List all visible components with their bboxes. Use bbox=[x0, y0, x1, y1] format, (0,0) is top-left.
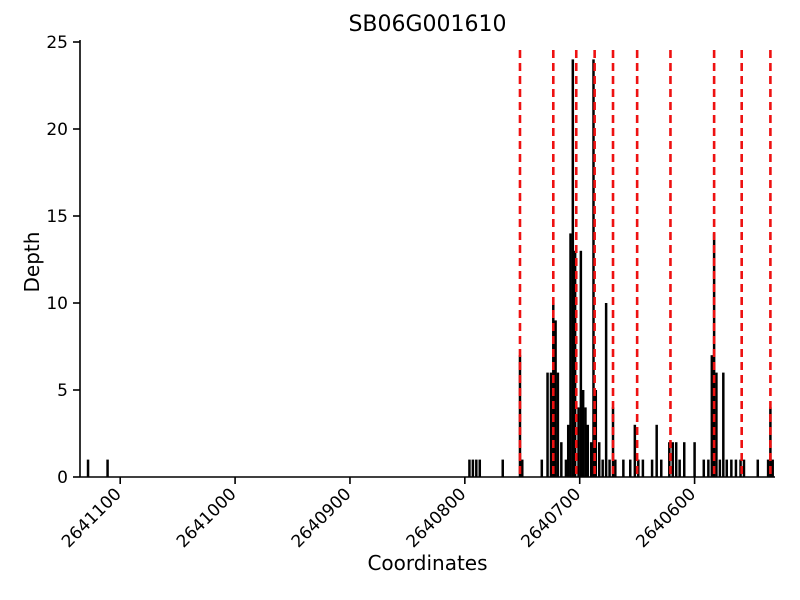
depth-bar bbox=[546, 372, 549, 477]
x-axis-label: Coordinates bbox=[367, 551, 488, 575]
depth-bar bbox=[718, 459, 722, 477]
depth-bar bbox=[566, 424, 570, 477]
depth-bar bbox=[571, 59, 575, 478]
depth-bar bbox=[725, 459, 728, 477]
depth-bar bbox=[671, 442, 675, 477]
depth-bar bbox=[678, 459, 681, 477]
depth-bar bbox=[564, 459, 568, 477]
depth-bar bbox=[560, 442, 563, 477]
x-tick-label: 2641000 bbox=[173, 484, 241, 552]
chart-title: SB06G001610 bbox=[348, 12, 507, 37]
depth-bar bbox=[614, 459, 617, 477]
y-tick-label: 5 bbox=[57, 381, 68, 401]
depth-bar bbox=[86, 459, 90, 477]
depth-bar bbox=[478, 459, 482, 477]
depth-bar bbox=[633, 424, 637, 477]
depth-bar bbox=[521, 459, 524, 477]
depth-bar bbox=[586, 424, 589, 477]
depth-bar bbox=[584, 407, 587, 477]
depth-bar bbox=[771, 459, 774, 477]
depth-bar bbox=[655, 424, 658, 477]
depth-bar bbox=[540, 459, 544, 477]
depth-bar bbox=[650, 459, 654, 477]
depth-bar bbox=[622, 459, 625, 477]
y-tick-label: 15 bbox=[46, 207, 68, 227]
depth-bar bbox=[554, 320, 557, 477]
depth-bar bbox=[579, 250, 583, 477]
depth-bar bbox=[597, 442, 601, 477]
y-tick-label: 10 bbox=[46, 294, 68, 314]
depth-bar bbox=[471, 459, 475, 477]
x-tick-label: 2640900 bbox=[288, 484, 356, 552]
depth-bar bbox=[756, 459, 760, 477]
depth-bar bbox=[730, 459, 733, 477]
depth-bar bbox=[475, 459, 478, 477]
depth-bar bbox=[549, 372, 553, 477]
depth-bar bbox=[604, 303, 608, 477]
depth-bar bbox=[569, 233, 572, 477]
depth-bar bbox=[766, 459, 770, 477]
depth-bar bbox=[693, 442, 696, 477]
depth-bar bbox=[581, 390, 585, 477]
x-tick-label: 2640800 bbox=[403, 484, 471, 552]
depth-bar bbox=[722, 372, 725, 477]
depth-bar bbox=[556, 372, 560, 477]
depth-bar bbox=[742, 459, 746, 477]
depth-bar bbox=[592, 59, 595, 478]
depth-bar bbox=[106, 459, 109, 477]
depth-bar bbox=[674, 442, 678, 477]
y-tick-label: 20 bbox=[46, 120, 68, 140]
y-tick-label: 25 bbox=[46, 33, 68, 53]
x-tick-label: 2640600 bbox=[632, 484, 700, 552]
depth-bar bbox=[601, 459, 604, 477]
depth-bar bbox=[589, 442, 593, 477]
depth-bar bbox=[577, 407, 580, 477]
depth-bar bbox=[715, 372, 718, 477]
depth-bar bbox=[641, 459, 645, 477]
depth-bar bbox=[501, 459, 504, 477]
depth-bar bbox=[608, 459, 611, 477]
depth-bar bbox=[683, 442, 686, 477]
depth-bar bbox=[702, 459, 706, 477]
depth-bar bbox=[707, 459, 710, 477]
y-tick-label: 0 bbox=[57, 468, 68, 488]
depth-bar bbox=[468, 459, 471, 477]
depth-bar bbox=[710, 355, 714, 477]
depth-bar bbox=[734, 459, 738, 477]
depth-bar bbox=[660, 459, 663, 477]
depth-bar bbox=[629, 459, 632, 477]
x-tick-label: 2640700 bbox=[518, 484, 586, 552]
x-tick-label: 2641100 bbox=[58, 484, 126, 552]
